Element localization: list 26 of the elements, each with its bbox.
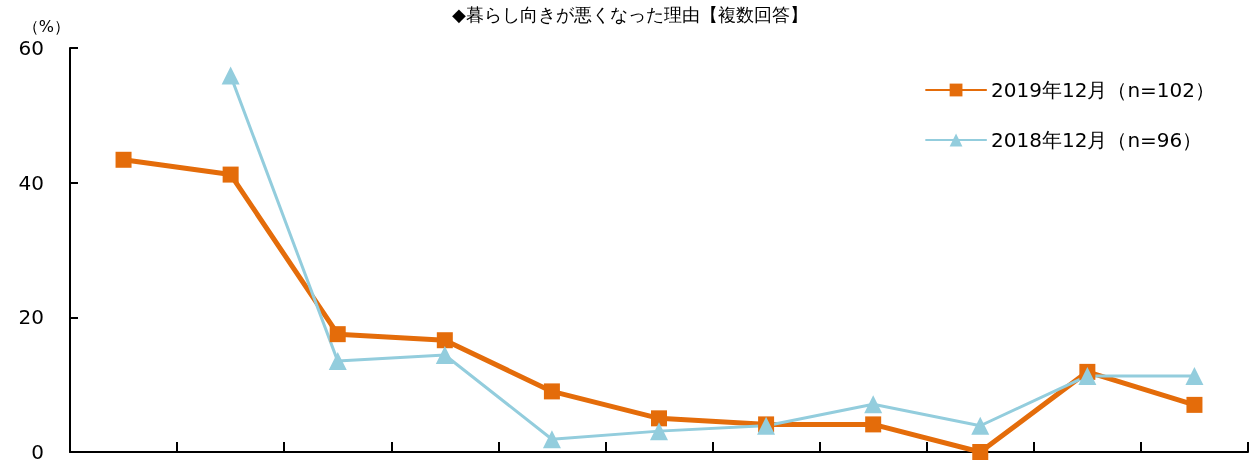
y-tick-label: 60 (18, 36, 44, 60)
point (864, 395, 883, 414)
point (543, 383, 560, 400)
y-tick-label: 0 (31, 440, 44, 462)
point (115, 151, 132, 168)
legend-label: 2018年12月（n=96） (991, 128, 1203, 152)
y-tick-label: 40 (18, 170, 44, 195)
point (542, 430, 561, 449)
point (1185, 366, 1204, 385)
point (650, 422, 668, 441)
point (1186, 396, 1203, 413)
point (329, 326, 346, 343)
point (436, 332, 453, 349)
point (435, 346, 454, 365)
point (221, 66, 240, 85)
point (865, 416, 882, 433)
point (1078, 366, 1097, 385)
y-axis-title: （%） (22, 16, 70, 36)
chart-title: ◆暮らし向きが悪くなった理由【複数回答】 (452, 3, 808, 25)
point (651, 410, 667, 427)
point (328, 352, 347, 371)
point (971, 416, 990, 435)
point (222, 166, 239, 183)
y-tick-label: 20 (18, 305, 44, 330)
point (972, 444, 989, 460)
legend-label: 2019年12月（n=102） (991, 78, 1216, 102)
